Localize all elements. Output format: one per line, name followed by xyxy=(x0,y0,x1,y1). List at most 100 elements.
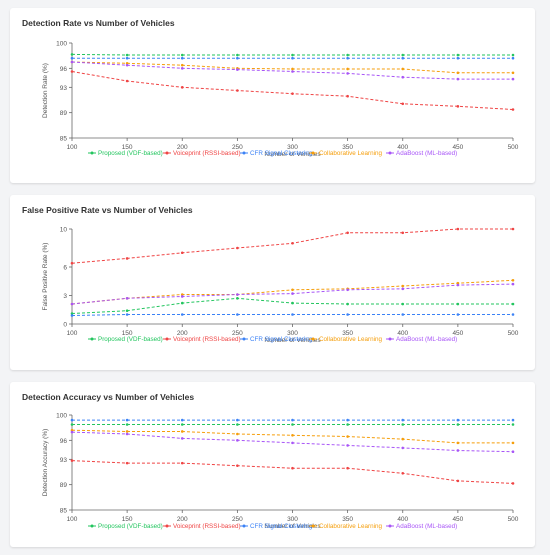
legend-marker-voiceprint-rssi-based xyxy=(165,337,169,341)
data-point-adaboost-ml-based xyxy=(180,67,184,70)
data-point-adaboost-ml-based xyxy=(236,68,239,71)
data-point-collaborative-learning xyxy=(456,441,460,445)
data-point-collaborative-learning xyxy=(180,63,184,67)
data-point-cfr-signal-clustering xyxy=(401,56,405,60)
legend-marker-collaborative-learning xyxy=(311,151,315,155)
data-point-collaborative-learning xyxy=(180,430,184,433)
data-point-collaborative-learning xyxy=(401,437,405,441)
data-point-cfr-signal-clustering xyxy=(346,56,349,60)
data-point-collaborative-learning xyxy=(456,71,460,75)
data-point-proposed-vdf-based xyxy=(291,53,294,57)
y-tick-label: 6 xyxy=(63,265,67,272)
data-point-proposed-vdf-based xyxy=(346,302,349,306)
x-tick-label: 450 xyxy=(452,516,463,523)
data-point-cfr-signal-clustering xyxy=(125,56,129,60)
data-point-proposed-vdf-based xyxy=(125,53,129,57)
y-tick-label: 100 xyxy=(56,413,67,420)
y-tick-label: 10 xyxy=(60,227,68,234)
data-point-cfr-signal-clustering xyxy=(511,313,515,316)
x-tick-label: 400 xyxy=(397,516,408,523)
series-line-proposed-vdf-based xyxy=(71,297,513,314)
data-point-proposed-vdf-based xyxy=(291,301,294,305)
legend-label-collaborative-learning: Collaborative Learning xyxy=(319,336,383,343)
data-point-adaboost-ml-based xyxy=(401,287,405,291)
data-point-proposed-vdf-based xyxy=(456,302,460,306)
x-tick-label: 200 xyxy=(177,144,188,151)
x-tick-label: 450 xyxy=(452,330,463,337)
data-point-proposed-vdf-based xyxy=(511,302,515,306)
x-tick-label: 500 xyxy=(508,144,519,151)
data-point-voiceprint-rssi-based xyxy=(401,231,405,235)
series-line-voiceprint-rssi-based xyxy=(71,71,514,110)
data-point-adaboost-ml-based xyxy=(456,77,460,81)
chart-title: Detection Rate vs Number of Vehicles xyxy=(22,18,175,28)
chart-title: False Positive Rate vs Number of Vehicle… xyxy=(22,205,193,215)
data-point-collaborative-learning xyxy=(180,293,184,296)
data-point-voiceprint-rssi-based xyxy=(401,471,405,475)
data-point-proposed-vdf-based xyxy=(346,423,349,426)
data-point-adaboost-ml-based xyxy=(456,283,460,287)
detection-rate-card: Detection Rate vs Number of Vehicles 85 8… xyxy=(10,8,535,183)
data-point-collaborative-learning xyxy=(401,67,405,71)
y-tick-label: 3 xyxy=(63,293,67,300)
data-point-voiceprint-rssi-based xyxy=(511,108,515,111)
data-point-collaborative-learning xyxy=(456,281,460,285)
legend-label-adaboost-ml-based: AdaBoost (ML-based) xyxy=(396,336,457,343)
data-point-cfr-signal-clustering xyxy=(291,418,294,422)
legend-marker-collaborative-learning xyxy=(311,337,315,341)
data-point-proposed-vdf-based xyxy=(125,309,129,312)
legend-label-proposed-vdf-based: Proposed (VDF-based) xyxy=(98,150,163,157)
x-tick-label: 400 xyxy=(397,144,408,151)
data-point-cfr-signal-clustering xyxy=(70,314,74,317)
legend-label-cfr-signal-clustering: CFR Signal Clustering xyxy=(250,523,313,530)
legend-label-voiceprint-rssi-based: Voiceprint (RSSI-based) xyxy=(173,523,241,530)
data-point-adaboost-ml-based xyxy=(70,60,74,64)
data-point-voiceprint-rssi-based xyxy=(291,466,294,470)
data-point-cfr-signal-clustering xyxy=(125,418,129,422)
data-point-voiceprint-rssi-based xyxy=(125,461,129,465)
data-point-collaborative-learning xyxy=(346,67,349,71)
data-point-cfr-signal-clustering xyxy=(456,56,460,60)
y-tick-label: 89 xyxy=(60,482,68,489)
y-tick-label: 100 xyxy=(56,41,67,48)
x-tick-label: 150 xyxy=(122,144,133,151)
data-point-voiceprint-rssi-based xyxy=(70,70,74,73)
data-point-proposed-vdf-based xyxy=(456,53,460,57)
series-line-voiceprint-rssi-based xyxy=(71,460,514,484)
x-tick-label: 350 xyxy=(342,330,353,337)
data-point-collaborative-learning xyxy=(291,433,294,437)
data-point-collaborative-learning xyxy=(125,61,129,65)
data-point-voiceprint-rssi-based xyxy=(456,227,460,231)
data-point-cfr-signal-clustering xyxy=(346,418,349,422)
data-point-cfr-signal-clustering xyxy=(401,418,405,422)
data-point-proposed-vdf-based xyxy=(70,53,74,56)
data-point-proposed-vdf-based xyxy=(125,423,129,426)
legend-marker-cfr-signal-clustering xyxy=(242,337,246,341)
y-tick-label: 93 xyxy=(60,85,68,92)
data-point-cfr-signal-clustering xyxy=(180,418,184,422)
data-point-voiceprint-rssi-based xyxy=(236,464,239,467)
x-tick-label: 150 xyxy=(122,330,133,337)
y-tick-label: 85 xyxy=(60,136,68,143)
data-point-voiceprint-rssi-based xyxy=(180,251,184,255)
data-point-cfr-signal-clustering xyxy=(236,313,239,316)
data-point-adaboost-ml-based xyxy=(291,441,294,445)
data-point-proposed-vdf-based xyxy=(180,423,184,426)
data-point-collaborative-learning xyxy=(125,430,129,433)
data-point-proposed-vdf-based xyxy=(401,53,405,57)
data-point-cfr-signal-clustering xyxy=(291,56,294,60)
y-tick-label: 0 xyxy=(63,322,67,329)
data-point-proposed-vdf-based xyxy=(291,423,294,426)
x-tick-label: 450 xyxy=(452,144,463,151)
legend-marker-voiceprint-rssi-based xyxy=(165,151,169,155)
detection-accuracy-chart: 85 89 93 96 100 100 150 200 250 300 350 400 450 500 Nu… xyxy=(42,413,519,531)
data-point-voiceprint-rssi-based xyxy=(236,89,239,92)
data-point-voiceprint-rssi-based xyxy=(346,466,349,470)
data-point-proposed-vdf-based xyxy=(236,53,239,57)
data-point-collaborative-learning xyxy=(511,441,515,445)
data-point-collaborative-learning xyxy=(236,432,239,436)
legend-label-cfr-signal-clustering: CFR Signal Clustering xyxy=(250,336,313,343)
legend-marker-adaboost-ml-based xyxy=(388,524,392,528)
x-tick-label: 200 xyxy=(177,516,188,523)
data-point-cfr-signal-clustering xyxy=(236,418,239,422)
